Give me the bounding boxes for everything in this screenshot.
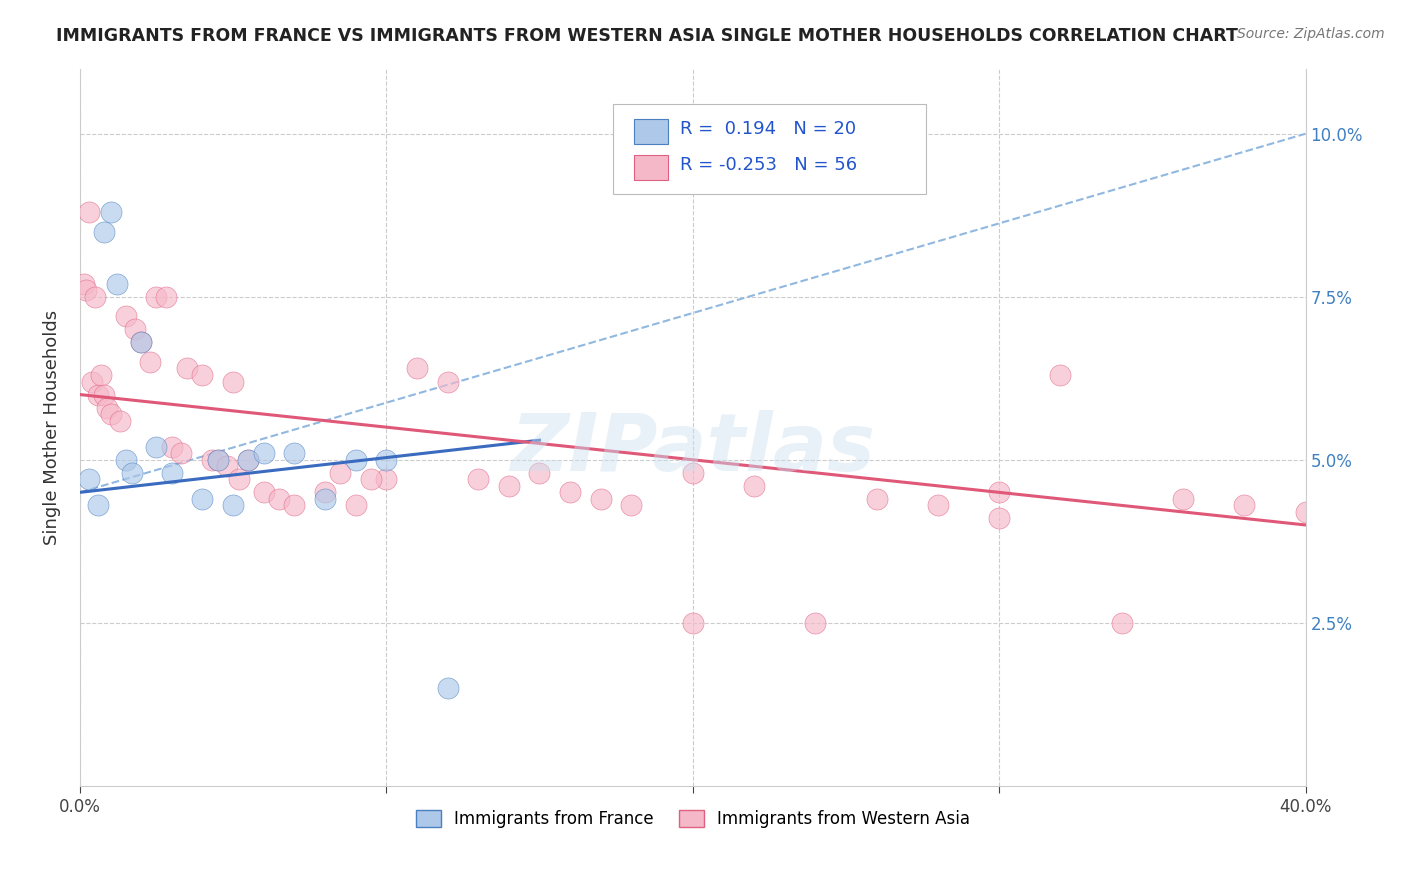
Point <box>1295 505 1317 519</box>
Point <box>207 452 229 467</box>
Point <box>176 361 198 376</box>
Point <box>558 485 581 500</box>
Point <box>105 277 128 291</box>
Point <box>222 499 245 513</box>
Point <box>207 452 229 467</box>
Text: R = -0.253   N = 56: R = -0.253 N = 56 <box>681 156 858 174</box>
Point <box>108 414 131 428</box>
Point <box>114 310 136 324</box>
Point <box>90 368 112 382</box>
Point <box>1171 491 1194 506</box>
Point <box>82 375 104 389</box>
Point <box>682 466 704 480</box>
Point <box>1049 368 1071 382</box>
Point <box>191 491 214 506</box>
Point <box>114 452 136 467</box>
Point <box>77 472 100 486</box>
Text: ZIPatlas: ZIPatlas <box>510 409 875 488</box>
Legend: Immigrants from France, Immigrants from Western Asia: Immigrants from France, Immigrants from … <box>409 804 977 835</box>
Point <box>804 615 827 630</box>
Point <box>253 485 276 500</box>
Point <box>529 466 551 480</box>
Point <box>253 446 276 460</box>
Point <box>988 485 1011 500</box>
Point <box>215 459 238 474</box>
Point <box>988 511 1011 525</box>
Point <box>160 440 183 454</box>
Point <box>228 472 250 486</box>
Point <box>100 205 122 219</box>
Point <box>436 681 458 695</box>
Bar <box>634 155 668 179</box>
FancyBboxPatch shape <box>613 104 925 194</box>
Point <box>360 472 382 486</box>
Point <box>589 491 612 506</box>
Point <box>191 368 214 382</box>
Point <box>865 491 887 506</box>
Point <box>93 225 115 239</box>
Point <box>620 499 643 513</box>
Point <box>1233 499 1256 513</box>
Point <box>927 499 949 513</box>
Point <box>201 452 224 467</box>
Point <box>238 452 260 467</box>
Point <box>139 355 162 369</box>
Point <box>124 322 146 336</box>
Point <box>87 387 110 401</box>
Point <box>121 466 143 480</box>
Point <box>145 440 167 454</box>
Text: IMMIGRANTS FROM FRANCE VS IMMIGRANTS FROM WESTERN ASIA SINGLE MOTHER HOUSEHOLDS : IMMIGRANTS FROM FRANCE VS IMMIGRANTS FRO… <box>56 27 1239 45</box>
Point <box>77 205 100 219</box>
Point <box>742 479 765 493</box>
Y-axis label: Single Mother Households: Single Mother Households <box>44 310 60 545</box>
Point <box>283 499 305 513</box>
Point <box>155 290 177 304</box>
Point <box>75 283 97 297</box>
Point <box>129 335 152 350</box>
Point <box>170 446 193 460</box>
Point <box>87 499 110 513</box>
Bar <box>634 120 668 144</box>
Point <box>129 335 152 350</box>
Point <box>375 452 398 467</box>
Point <box>406 361 429 376</box>
Point <box>375 472 398 486</box>
Point <box>314 485 336 500</box>
Point <box>267 491 290 506</box>
Point <box>96 401 118 415</box>
Point <box>436 375 458 389</box>
Point <box>498 479 520 493</box>
Text: Source: ZipAtlas.com: Source: ZipAtlas.com <box>1237 27 1385 41</box>
Point <box>73 277 96 291</box>
Point <box>145 290 167 304</box>
Point <box>238 452 260 467</box>
Point <box>93 387 115 401</box>
Point <box>84 290 107 304</box>
Point <box>329 466 352 480</box>
Text: R =  0.194   N = 20: R = 0.194 N = 20 <box>681 120 856 138</box>
Point <box>100 407 122 421</box>
Point <box>344 452 367 467</box>
Point <box>467 472 489 486</box>
Point <box>222 375 245 389</box>
Point <box>682 615 704 630</box>
Point <box>314 491 336 506</box>
Point <box>283 446 305 460</box>
Point <box>160 466 183 480</box>
Point <box>1111 615 1133 630</box>
Point <box>344 499 367 513</box>
